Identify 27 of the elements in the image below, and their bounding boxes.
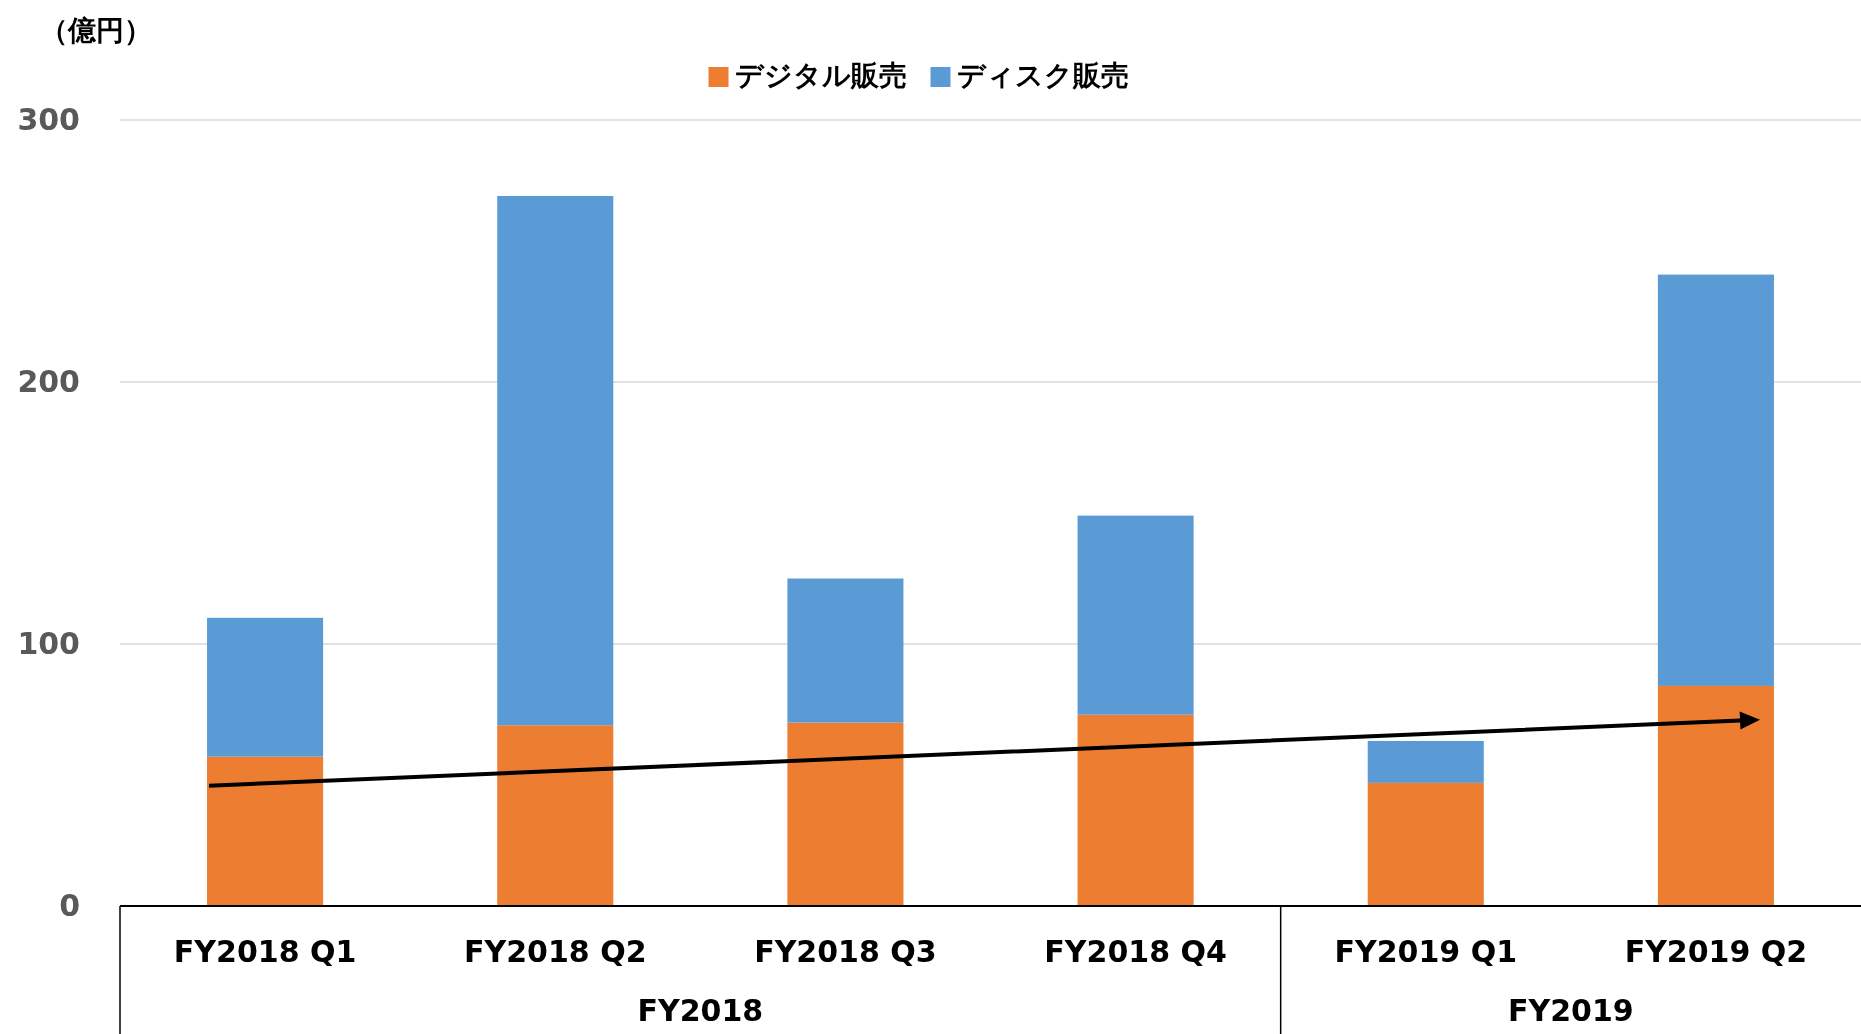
y-tick-label: 100 xyxy=(17,626,80,662)
bar xyxy=(1077,515,1194,715)
y-tick-label: 200 xyxy=(17,364,80,400)
x-tick-label: FY2019 Q1 xyxy=(1334,934,1518,969)
bar xyxy=(787,722,904,906)
bar xyxy=(1077,714,1194,906)
y-tick-label: 0 xyxy=(59,888,80,924)
legend-label: ディスク販売 xyxy=(956,59,1129,92)
bar xyxy=(1657,274,1774,686)
y-tick-label: 300 xyxy=(17,102,80,138)
x-tick-label: FY2019 Q2 xyxy=(1624,934,1808,969)
bar xyxy=(497,725,614,906)
bar xyxy=(1657,685,1774,906)
x-tick-label: FY2018 Q1 xyxy=(173,934,357,969)
x-tick-label: FY2018 Q4 xyxy=(1044,934,1227,969)
bar xyxy=(787,578,904,723)
y-axis-title: （億円） xyxy=(40,14,152,47)
bar xyxy=(1367,740,1484,783)
bar xyxy=(497,195,614,726)
x-tick-label: FY2018 Q2 xyxy=(463,934,647,969)
bar xyxy=(207,756,324,906)
text: FY2018 xyxy=(637,993,764,1028)
bar xyxy=(1367,782,1484,906)
legend-label: デジタル販売 xyxy=(734,59,907,92)
x-tick-label: FY2018 Q3 xyxy=(754,934,937,969)
bar xyxy=(207,617,324,757)
text: FY2019 xyxy=(1507,993,1634,1028)
